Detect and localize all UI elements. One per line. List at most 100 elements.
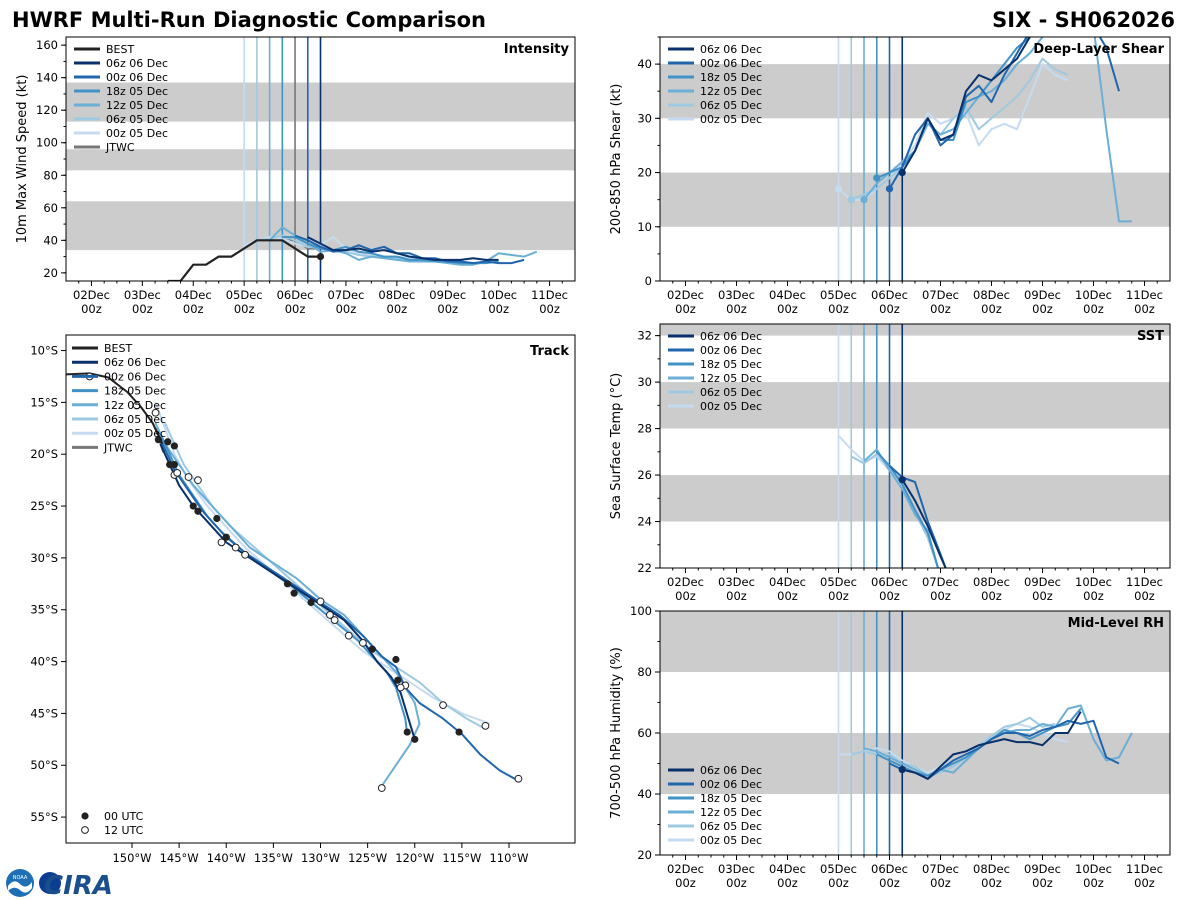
x-tick-label: 11Dec xyxy=(1126,288,1163,302)
track-line xyxy=(159,433,409,735)
x-tick-label: 00z xyxy=(777,876,798,890)
x-tick-label: 00z xyxy=(726,302,747,316)
legend-label: 00z 06 Dec xyxy=(104,370,166,383)
legend-label: 06z 06 Dec xyxy=(106,57,168,70)
y-tick-label: 10 xyxy=(637,220,652,234)
y-tick-label: 80 xyxy=(43,168,58,182)
shaded-band xyxy=(660,733,1170,794)
marker-12utc xyxy=(359,639,367,647)
series-init-point xyxy=(316,253,325,261)
y-tick-label: 80 xyxy=(637,665,652,679)
x-tick-label: 00z xyxy=(879,302,900,316)
marker-00utc xyxy=(283,580,292,588)
x-tick-label: 09Dec xyxy=(429,288,466,302)
x-tick-label: 04Dec xyxy=(769,575,806,589)
marker-12utc xyxy=(217,538,226,547)
x-tick-label: 00z xyxy=(879,589,900,603)
y-axis-label: 200-850 hPa Shear (kt) xyxy=(609,84,624,235)
marker-12utc xyxy=(151,408,160,417)
marker-00utc xyxy=(307,598,315,607)
y-tick-label: 100 xyxy=(630,604,652,618)
x-tick-label: 11Dec xyxy=(1126,862,1163,876)
x-tick-label: 10Dec xyxy=(1075,288,1112,302)
legend-label: 06z 05 Dec xyxy=(700,386,762,399)
legend-label: JTWC xyxy=(103,441,133,454)
x-tick-label: 130°W xyxy=(301,851,340,865)
marker-12utc xyxy=(396,683,405,692)
x-tick-label: 00z xyxy=(387,302,408,316)
y-tick-label: 30 xyxy=(637,111,652,125)
y-tick-label: 20 xyxy=(637,166,652,180)
x-tick-label: 11Dec xyxy=(531,288,568,302)
x-tick-label: 10Dec xyxy=(1075,862,1112,876)
legend-label: BEST xyxy=(106,43,134,56)
legend-label: 06z 05 Dec xyxy=(106,113,168,126)
y-tick-label: 45°S xyxy=(30,706,58,720)
shaded-band xyxy=(660,382,1170,429)
x-tick-label: 08Dec xyxy=(973,288,1010,302)
legend-label: 18z 05 Dec xyxy=(106,85,168,98)
x-tick-label: 08Dec xyxy=(973,862,1010,876)
x-tick-label: 09Dec xyxy=(1024,575,1061,589)
y-tick-label: 15°S xyxy=(30,395,58,409)
y-tick-label: 35°S xyxy=(30,603,58,617)
cira-globe-icon xyxy=(39,872,61,894)
plot-area xyxy=(660,324,1170,568)
series-init-point xyxy=(885,185,894,193)
noaa-wave-icon xyxy=(8,881,32,893)
marker-00utc xyxy=(392,655,400,664)
y-tick-label: 28 xyxy=(637,422,652,436)
track-line xyxy=(159,443,416,740)
x-tick-label: 120°W xyxy=(395,851,434,865)
marker-00utc xyxy=(189,502,197,510)
y-tick-label: 40 xyxy=(43,233,58,247)
x-tick-label: 06Dec xyxy=(871,575,908,589)
series-line xyxy=(901,37,1032,174)
panel-title: Mid-Level RH xyxy=(1068,616,1164,631)
x-tick-label: 09Dec xyxy=(1024,862,1061,876)
marker-00utc xyxy=(403,728,411,736)
x-tick-label: 10Dec xyxy=(480,288,517,302)
x-tick-label: 00z xyxy=(234,302,255,316)
x-tick-label: 00z xyxy=(1032,876,1053,890)
x-tick-label: 05Dec xyxy=(820,288,857,302)
x-tick-label: 00z xyxy=(1083,589,1104,603)
y-tick-label: 60 xyxy=(637,726,652,740)
x-tick-label: 04Dec xyxy=(769,862,806,876)
x-tick-label: 00z xyxy=(1134,302,1155,316)
y-tick-label: 25°S xyxy=(30,499,58,513)
x-tick-label: 04Dec xyxy=(175,288,212,302)
marker-12utc xyxy=(173,468,182,477)
x-tick-label: 00z xyxy=(879,876,900,890)
x-tick-label: 00z xyxy=(1083,302,1104,316)
storm-id: SIX - SH062026 xyxy=(992,8,1175,32)
legend-label: 12z 05 Dec xyxy=(700,372,762,385)
rh-panel: 02Dec00z03Dec00z04Dec00z05Dec00z06Dec00z… xyxy=(609,604,1171,890)
panel-title: Track xyxy=(530,344,569,359)
marker-12utc xyxy=(344,631,353,640)
y-tick-label: 20 xyxy=(637,848,652,862)
series-init-point xyxy=(898,476,906,484)
y-tick-label: 0 xyxy=(645,274,652,288)
legend-label: 18z 05 Dec xyxy=(700,792,762,805)
series-line xyxy=(282,236,499,265)
x-tick-label: 00z xyxy=(81,302,102,316)
panel-title: Intensity xyxy=(504,42,570,57)
legend-label: 00z 05 Dec xyxy=(700,113,762,126)
plot-area xyxy=(66,372,523,792)
y-tick-label: 30 xyxy=(637,375,652,389)
x-tick-label: 00z xyxy=(183,302,204,316)
x-tick-label: 00z xyxy=(132,302,153,316)
noaa-seal-icon xyxy=(6,869,34,897)
marker-00utc xyxy=(411,735,419,743)
x-tick-label: 08Dec xyxy=(973,575,1010,589)
marker-12utc xyxy=(481,721,490,730)
series-line xyxy=(902,711,1082,780)
marker-legend-12 xyxy=(81,826,89,834)
y-tick-label: 40°S xyxy=(30,655,58,669)
shaded-band xyxy=(660,64,1170,119)
legend-label: 18z 05 Dec xyxy=(700,71,762,84)
marker-legend-label: 00 UTC xyxy=(104,810,144,823)
